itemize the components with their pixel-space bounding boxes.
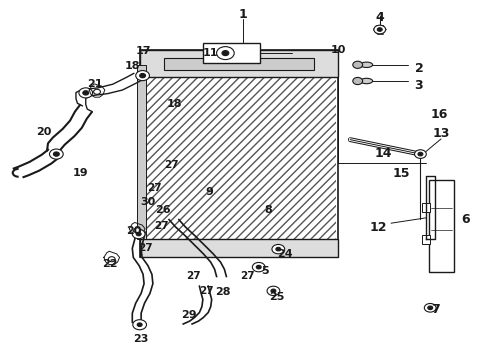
- Text: 27: 27: [138, 243, 152, 253]
- Text: 14: 14: [374, 147, 392, 159]
- Circle shape: [49, 149, 63, 159]
- Text: 4: 4: [375, 11, 384, 24]
- Text: 25: 25: [269, 292, 285, 302]
- Text: 19: 19: [73, 168, 89, 178]
- Text: 17: 17: [136, 46, 151, 56]
- Circle shape: [271, 289, 276, 293]
- Text: 30: 30: [140, 197, 156, 207]
- Text: 7: 7: [431, 303, 440, 316]
- Text: 27: 27: [147, 183, 162, 193]
- Circle shape: [140, 73, 146, 78]
- Bar: [422, 235, 430, 244]
- Circle shape: [272, 244, 285, 254]
- Circle shape: [374, 25, 386, 34]
- Bar: [422, 203, 430, 212]
- Text: 9: 9: [206, 186, 214, 197]
- Text: 23: 23: [133, 334, 149, 344]
- Text: 3: 3: [415, 79, 423, 92]
- Circle shape: [136, 232, 141, 236]
- Text: 8: 8: [265, 204, 272, 215]
- Circle shape: [133, 320, 147, 330]
- Circle shape: [94, 89, 100, 94]
- Text: 1: 1: [238, 8, 247, 21]
- Circle shape: [428, 306, 433, 310]
- Ellipse shape: [361, 78, 372, 84]
- Text: 27: 27: [186, 271, 201, 282]
- Text: 5: 5: [261, 266, 269, 276]
- Circle shape: [377, 28, 382, 31]
- Circle shape: [353, 61, 363, 68]
- Text: 11: 11: [203, 48, 219, 58]
- Circle shape: [424, 303, 436, 312]
- Circle shape: [79, 88, 93, 98]
- Text: 26: 26: [155, 204, 171, 215]
- Text: 16: 16: [430, 108, 448, 121]
- Text: 20: 20: [36, 127, 52, 138]
- Circle shape: [134, 228, 141, 233]
- Bar: [140, 50, 338, 77]
- Text: 18: 18: [124, 61, 140, 71]
- Text: 28: 28: [215, 287, 231, 297]
- Text: 27: 27: [154, 221, 169, 231]
- Bar: [140, 50, 338, 257]
- Text: 10: 10: [330, 45, 346, 55]
- Text: 29: 29: [181, 310, 196, 320]
- Text: 12: 12: [370, 221, 388, 234]
- Bar: [203, 43, 260, 63]
- Text: 20: 20: [126, 226, 142, 236]
- Text: 27: 27: [199, 286, 214, 296]
- Bar: [429, 180, 454, 272]
- Text: 22: 22: [102, 258, 118, 269]
- Circle shape: [136, 71, 149, 81]
- Bar: [142, 65, 336, 239]
- Circle shape: [132, 229, 145, 239]
- Circle shape: [222, 51, 229, 56]
- Circle shape: [108, 257, 115, 262]
- Bar: [140, 239, 338, 257]
- Ellipse shape: [361, 62, 372, 68]
- Text: 13: 13: [432, 127, 450, 140]
- Bar: [137, 65, 146, 239]
- Circle shape: [252, 262, 265, 272]
- Text: 18: 18: [167, 99, 183, 109]
- Circle shape: [267, 286, 280, 296]
- Text: 15: 15: [393, 167, 411, 180]
- Circle shape: [256, 265, 261, 269]
- Circle shape: [137, 323, 142, 327]
- Circle shape: [83, 91, 89, 95]
- Text: 27: 27: [240, 271, 255, 282]
- Circle shape: [53, 152, 59, 156]
- Text: 27: 27: [164, 160, 179, 170]
- Circle shape: [217, 47, 234, 60]
- Circle shape: [418, 152, 423, 156]
- Text: 24: 24: [277, 249, 293, 259]
- Circle shape: [353, 77, 363, 85]
- Bar: [164, 58, 314, 70]
- Text: 21: 21: [87, 78, 102, 89]
- Text: 2: 2: [415, 62, 423, 75]
- Circle shape: [276, 247, 281, 251]
- Circle shape: [415, 150, 426, 158]
- Text: 6: 6: [461, 213, 470, 226]
